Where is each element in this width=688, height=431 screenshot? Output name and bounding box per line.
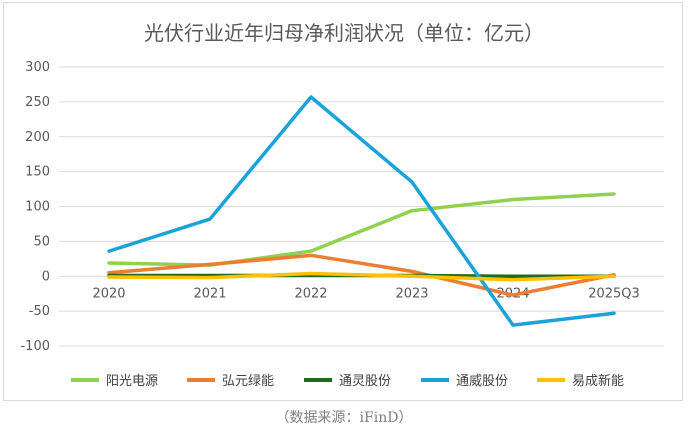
y-tick-label: -50: [29, 304, 50, 319]
chart-canvas: 光伏行业近年归母净利润状况（单位：亿元） 300 250 200 150 100 50 0 -…: [20, 21, 664, 389]
series-lines: [107, 95, 616, 327]
chart-title: 光伏行业近年归母净利润状况（单位：亿元）: [144, 21, 544, 45]
legend-label: 通威股份: [456, 374, 508, 389]
grid-lines: [59, 66, 664, 347]
legend-label: 阳光电源: [106, 374, 158, 389]
legend-label: 通灵股份: [339, 374, 391, 389]
series-line-1: [107, 253, 616, 297]
y-tick-label: 250: [25, 95, 50, 110]
y-tick-label: 300: [25, 60, 50, 75]
x-tick-label: 2023: [395, 286, 428, 301]
x-axis: 2020 2021 2022 2023 2024 2025Q3: [92, 286, 639, 301]
data-source-note: （数据来源：iFinD）: [275, 410, 413, 426]
legend-label: 弘元绿能: [222, 374, 274, 389]
y-tick-label: 50: [33, 234, 50, 249]
y-tick-label: 150: [25, 165, 50, 180]
y-tick-label: 0: [42, 269, 50, 284]
legend-label: 易成新能: [572, 373, 624, 389]
y-tick-label: 100: [25, 200, 50, 215]
x-tick-label: 2025Q3: [588, 286, 640, 301]
series-line-3: [107, 95, 616, 327]
y-axis: 300 250 200 150 100 50 0 -50 -100: [20, 60, 50, 354]
legend: 阳光电源 弘元绿能 通灵股份 通威股份 易成新能: [71, 373, 624, 389]
y-tick-label: -100: [20, 339, 50, 354]
series-line-4: [107, 271, 616, 282]
chart-frame: 光伏行业近年归母净利润状况（单位：亿元） 300 250 200 150 100 50 0 -…: [3, 2, 683, 401]
y-tick-label: 200: [25, 130, 50, 145]
x-tick-label: 2022: [294, 286, 327, 301]
x-tick-label: 2020: [92, 286, 125, 301]
x-tick-label: 2021: [193, 286, 226, 301]
series-line-0: [107, 192, 616, 267]
